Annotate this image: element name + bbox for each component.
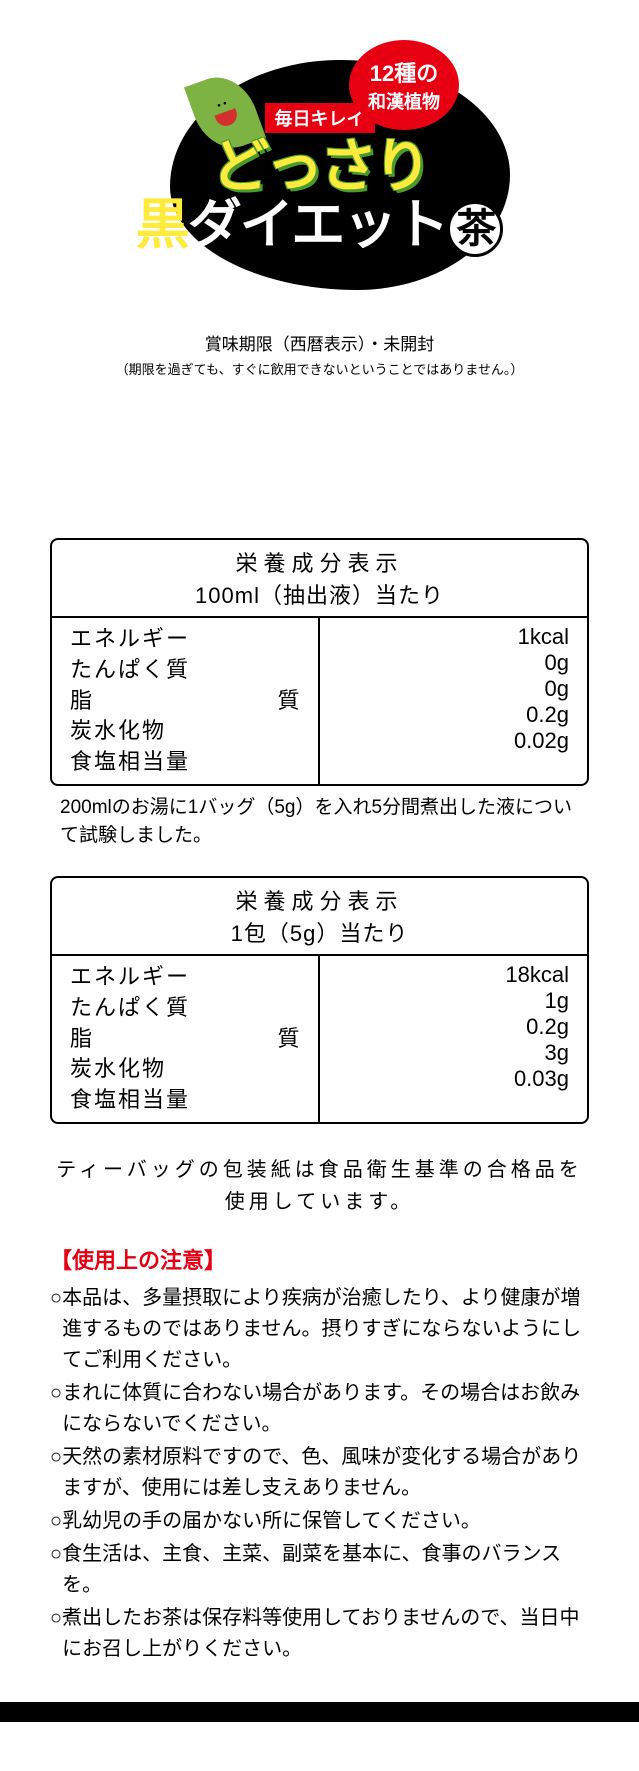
nutrition-per: 1包（5g）当たり: [52, 916, 587, 948]
row-value: 0.2g: [338, 702, 570, 728]
nutrition-labels: エネルギー たんぱく質 脂質 炭水化物 食塩相当量: [52, 618, 320, 784]
row-label: 炭水化物: [70, 716, 300, 747]
table-header: 栄養成分表示 100ml（抽出液）当たり: [52, 540, 587, 618]
caution-item: ○煮出したお茶は保存料等使用しておりませんので、当日中にお召し上がりください。: [50, 1603, 589, 1665]
nutrition-labels: エネルギー たんぱく質 脂質 炭水化物 食塩相当量: [52, 956, 320, 1122]
caution-item: ○食生活は、主食、主菜、副菜を基本に、食事のバランスを。: [50, 1539, 589, 1601]
row-value: 0.2g: [338, 1014, 570, 1040]
footer-bar: [0, 1702, 639, 1722]
caution-list: ○本品は、多量摂取により疾病が治癒したり、より健康が増進するものではありません。…: [50, 1283, 589, 1665]
expiry-sub: （期限を過ぎても、すぐに飲用できないということではありません。）: [50, 359, 589, 378]
caution-item: ○本品は、多量摂取により疾病が治癒したり、より健康が増進するものではありません。…: [50, 1283, 589, 1376]
row-value: 3g: [338, 1040, 570, 1066]
nutrition-title: 栄養成分表示: [235, 551, 403, 576]
title-diet-tea: 黒ダイエット茶: [50, 196, 589, 257]
product-logo: 12種の 和漢植物 • • 毎日キレイ どっさり 黒ダイエット茶: [50, 30, 589, 310]
row-value: 1g: [338, 988, 570, 1014]
row-value: 0g: [338, 650, 570, 676]
row-label: エネルギー: [70, 962, 300, 993]
row-value: 1kcal: [338, 624, 570, 650]
caution-item: ○まれに体質に合わない場合があります。その場合はお飲みにならないでください。: [50, 1378, 589, 1440]
caution-header: 【使用上の注意】: [50, 1243, 589, 1275]
expiry-main: 賞味期限（西暦表示）・未開封: [50, 330, 589, 355]
nutrition-title: 栄養成分表示: [235, 889, 403, 914]
caution-item: ○天然の素材原料ですので、色、風味が変化する場合がありますが、使用には差し支えあ…: [50, 1442, 589, 1504]
row-value: 0.03g: [338, 1066, 570, 1092]
badge-line1: 12種の: [370, 56, 438, 88]
row-label: 脂質: [70, 1024, 300, 1055]
badge-line2: 和漢植物: [368, 88, 440, 114]
nutrition-table-100ml: 栄養成分表示 100ml（抽出液）当たり エネルギー たんぱく質 脂質 炭水化物…: [50, 538, 589, 786]
nutrition-table-5g: 栄養成分表示 1包（5g）当たり エネルギー たんぱく質 脂質 炭水化物 食塩相…: [50, 876, 589, 1124]
row-value: 0.02g: [338, 728, 570, 754]
row-label: 食塩相当量: [70, 747, 300, 778]
row-label: 食塩相当量: [70, 1085, 300, 1116]
teabag-note: ティーバッグの包装紙は食品衛生基準の合格品を使用しています。: [50, 1154, 589, 1218]
row-label: エネルギー: [70, 624, 300, 655]
title-dossari: どっさり: [50, 138, 589, 196]
expiry-info: 賞味期限（西暦表示）・未開封 （期限を過ぎても、すぐに飲用できないということでは…: [50, 330, 589, 378]
row-label: たんぱく質: [70, 655, 300, 686]
nutrition-per: 100ml（抽出液）当たり: [52, 578, 587, 610]
table1-note: 200mlのお湯に1バッグ（5g）を入れ5分間煮出した液について試験しました。: [50, 794, 589, 851]
row-label: たんぱく質: [70, 993, 300, 1024]
row-label: 炭水化物: [70, 1054, 300, 1085]
nutrition-values: 1kcal 0g 0g 0.2g 0.02g: [320, 618, 588, 784]
nutrition-values: 18kcal 1g 0.2g 3g 0.03g: [320, 956, 588, 1122]
table-header: 栄養成分表示 1包（5g）当たり: [52, 878, 587, 956]
row-label: 脂質: [70, 686, 300, 717]
row-value: 0g: [338, 676, 570, 702]
row-value: 18kcal: [338, 962, 570, 988]
herbs-badge: 12種の 和漢植物: [349, 40, 459, 130]
caution-item: ○乳幼児の手の届かない所に保管してください。: [50, 1506, 589, 1537]
